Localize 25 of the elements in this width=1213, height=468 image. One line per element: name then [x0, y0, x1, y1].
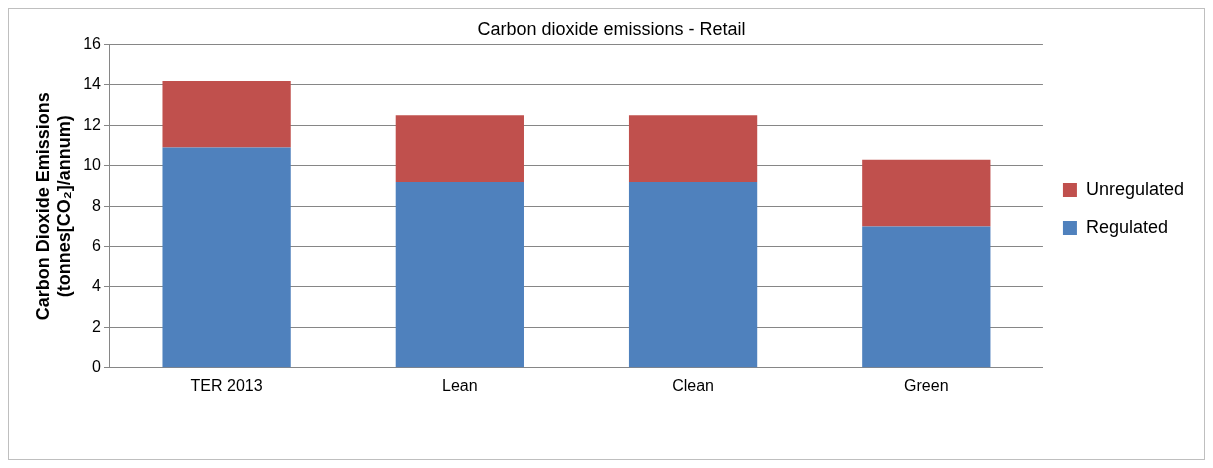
y-axis-title: Carbon Dioxide Emissions (tonnes[CO₂]/annum) [32, 92, 75, 321]
legend-label: Unregulated [1085, 178, 1185, 199]
bar [862, 226, 991, 368]
y-tick-label: 8 [92, 196, 102, 214]
bar [628, 115, 758, 182]
bar [628, 181, 758, 368]
bar [162, 80, 291, 148]
y-tick-label: 12 [83, 115, 102, 133]
legend-label: Regulated [1085, 216, 1169, 237]
bar [395, 181, 524, 368]
x-tick-label: Lean [442, 376, 478, 394]
y-tick-label: 16 [83, 35, 102, 53]
y-tick-label: 6 [92, 237, 102, 255]
y-tick-label: 0 [92, 358, 102, 376]
bar [862, 159, 991, 227]
x-tick-label: Clean [672, 376, 714, 394]
y-tick-label: 10 [83, 156, 102, 174]
bar [395, 115, 524, 182]
y-tick-label: 4 [92, 277, 102, 295]
x-tick-label: Green [904, 376, 949, 394]
y-tick-label: 2 [92, 317, 102, 335]
bar [162, 147, 291, 368]
chart-title: Carbon dioxide emissions - Retail [477, 18, 746, 39]
y-tick-label: 14 [83, 75, 102, 93]
x-tick-label: TER 2013 [190, 376, 263, 394]
